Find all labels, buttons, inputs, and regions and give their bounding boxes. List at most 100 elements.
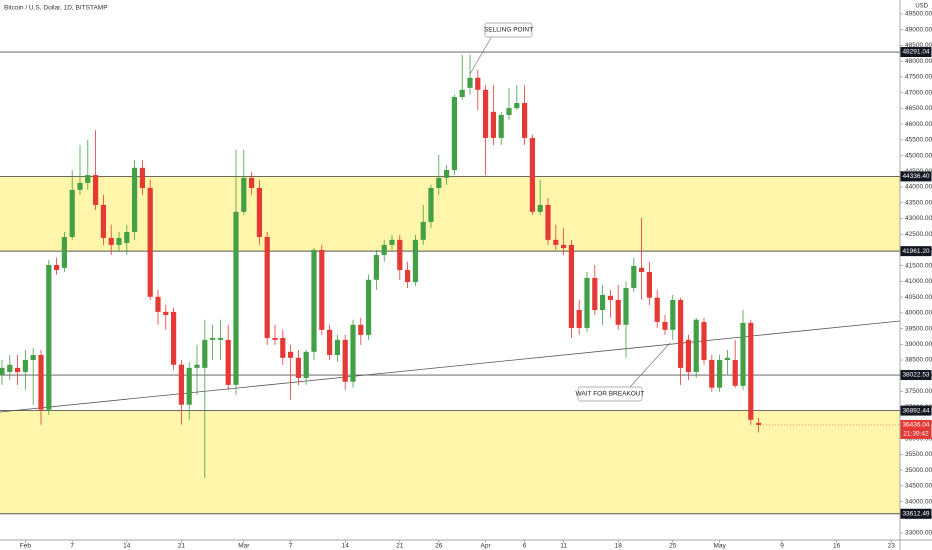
candle-body [288,351,294,358]
candle-body [295,357,301,378]
x-tick-label: 6 [523,543,527,550]
candle-body [639,267,645,272]
x-tick-label: 18 [615,543,623,550]
candle-body [685,339,691,372]
callout-box [577,386,643,402]
candle-body [584,277,590,328]
y-tick-label: 45500.00 [905,137,932,144]
candle-body [693,319,699,372]
y-tick-label: 43500.00 [905,199,932,206]
trend-line [0,320,901,413]
x-tick-label: 11 [560,543,567,550]
candle-body [459,89,465,98]
candle-body [436,177,442,188]
candle-body [319,249,325,330]
candle-body [615,299,621,325]
candle-body [748,322,754,420]
x-tick-label: 7 [70,543,74,550]
candle-body [490,111,496,138]
candle-body [678,299,684,368]
x-tick-label: 9 [780,543,784,550]
candle-body [194,364,200,368]
zones [0,176,900,514]
candle-body [272,337,278,340]
candle-body [264,237,270,338]
candle-body [241,177,247,212]
candle-body [381,244,387,255]
y-tick-label: 41500.00 [905,262,932,269]
candle-body [428,187,434,222]
candle-body [373,254,379,280]
y-tick-label: 47000.00 [905,89,932,96]
x-tick-label: 14 [123,543,131,550]
candle-body [217,337,223,340]
x-tick-label: 21 [396,543,404,550]
candle-body [54,265,60,271]
candle-body [724,357,730,361]
x-tick-label: 7 [289,543,293,550]
y-tick-label: 47500.00 [905,74,932,81]
candle-body [186,367,192,405]
candle-body [732,360,738,386]
y-tick-label: 46500.00 [905,105,932,112]
candle-body [7,364,13,372]
candle-body [366,279,372,335]
y-tick-label: 34500.00 [905,483,932,490]
y-tick-label: 49000.00 [905,26,932,33]
candle-body [670,299,676,330]
candle-body [225,339,231,385]
candle-body [623,287,629,325]
candle-body [600,294,606,310]
candle-body [22,360,28,372]
candle-body [178,364,184,405]
y-tick-label: 48000.00 [905,58,932,65]
level-label: 36892.44 [902,407,929,414]
x-tick-label: Apr [481,543,492,550]
level-label: 38022.53 [902,372,929,379]
y-tick-label: 33000.00 [905,530,932,537]
chart-title: Bitcoin / U.S. Dollar, 1D, BITSTAMP [4,5,108,12]
candle-body [545,204,551,240]
x-tick-label: 14 [342,543,350,550]
candle-body [475,77,481,90]
candle-body [311,249,317,352]
level-tag [900,47,932,58]
candle-body [701,321,707,361]
candle-body [709,360,715,388]
candle-body [171,311,177,365]
candle-body [93,175,99,205]
candle-body [412,239,418,282]
candle-body [139,167,145,188]
annotation: SELLING POINT [484,27,533,34]
candle-body [116,237,122,245]
candle-body [15,367,21,372]
y-tick-label: 40500.00 [905,294,932,301]
candle-body [233,211,239,385]
y-tick-label: 41000.00 [905,278,932,285]
candle-body [124,231,130,243]
candle-body [506,108,512,115]
candle-body [202,339,208,368]
y-tick-label: 38500.00 [905,357,932,364]
y-tick-label: 48500.00 [905,42,932,49]
y-tick-label: 39500.00 [905,325,932,332]
callout-line [469,35,493,75]
candle-body [405,270,411,282]
x-tick-label: 21 [178,543,186,550]
y-tick-label: 35000.00 [905,467,932,474]
y-tick-label: 44000.00 [905,184,932,191]
candle-body [529,137,535,212]
level-tag [900,508,932,519]
candle-body [631,265,637,288]
candle-body [646,271,652,298]
candle-body [210,337,216,340]
candle-body [389,239,395,245]
annotation: WAIT FOR BREAKOUT [576,391,645,398]
candle-body [553,239,559,245]
candle-body [350,324,356,382]
y-tick-label: 39000.00 [905,341,932,348]
candle-body [451,97,457,171]
y-tick-label: 49500.00 [905,11,932,18]
y-tick-label: 46000.00 [905,121,932,128]
